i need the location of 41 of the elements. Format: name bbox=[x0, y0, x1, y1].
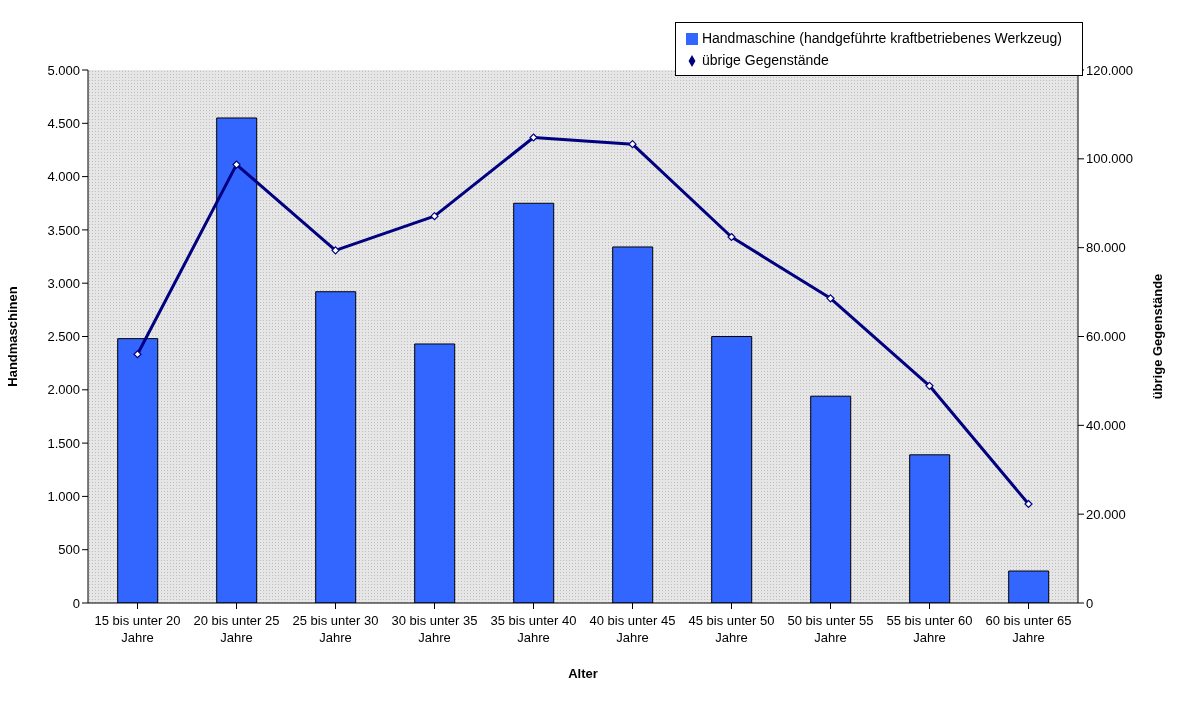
x-tick-label: 55 bis unter 60 Jahre bbox=[886, 613, 973, 645]
y2-tick-label: 120.000 bbox=[1086, 62, 1133, 78]
x-axis-title: Alter bbox=[568, 666, 598, 681]
y-tick-label: 4.000 bbox=[47, 169, 80, 185]
x-tick-label: 45 bis unter 50 Jahre bbox=[688, 613, 775, 645]
x-tick-label: 15 bis unter 20 Jahre bbox=[94, 613, 181, 645]
x-tick-label: 50 bis unter 55 Jahre bbox=[787, 613, 874, 645]
y2-tick-label: 100.000 bbox=[1086, 151, 1133, 167]
x-tick-label: 35 bis unter 40 Jahre bbox=[490, 613, 577, 645]
point bbox=[529, 133, 538, 142]
y-tick-label: 500 bbox=[58, 542, 80, 558]
y2-tick-label: 0 bbox=[1086, 595, 1094, 611]
y-tick-label: 2.500 bbox=[47, 329, 80, 345]
y-tick-label: 1.000 bbox=[47, 489, 80, 505]
y2-tick-label: 60.000 bbox=[1086, 329, 1126, 345]
y2-tick-label: 20.000 bbox=[1086, 506, 1126, 522]
y-tick-label: 0 bbox=[72, 595, 80, 611]
y-tick-label: 3.500 bbox=[47, 222, 80, 238]
x-tick-label: 40 bis unter 45 Jahre bbox=[589, 613, 676, 645]
x-tick-label: 60 bis unter 65 Jahre bbox=[985, 613, 1072, 645]
y2-axis-title: übrige Gegenstände bbox=[1149, 273, 1165, 400]
point bbox=[430, 212, 439, 221]
y-tick-label: 4.500 bbox=[47, 115, 80, 131]
y-tick-label: 2.000 bbox=[47, 382, 80, 398]
x-tick-label: 20 bis unter 25 Jahre bbox=[193, 613, 280, 645]
point bbox=[925, 381, 934, 390]
point bbox=[826, 294, 835, 303]
y-tick-label: 1.500 bbox=[47, 435, 80, 451]
point bbox=[232, 160, 241, 169]
x-tick-label: 30 bis unter 35 Jahre bbox=[391, 613, 478, 645]
y2-tick-label: 80.000 bbox=[1086, 240, 1126, 256]
y-tick-label: 5.000 bbox=[47, 62, 80, 78]
y-axis-title: Handmaschinen bbox=[4, 286, 20, 387]
point bbox=[331, 246, 340, 255]
point bbox=[628, 140, 637, 149]
y2-tick-label: 40.000 bbox=[1086, 417, 1126, 433]
legend-label: Handmaschine (handgeführte kraftbetriebenes Werkzeug) bbox=[701, 30, 1062, 46]
legend-label: übrige Gegenstände bbox=[701, 52, 829, 68]
y-tick-label: 3.000 bbox=[47, 275, 80, 291]
point bbox=[133, 350, 142, 359]
x-tick-label: 25 bis unter 30 Jahre bbox=[292, 613, 379, 645]
